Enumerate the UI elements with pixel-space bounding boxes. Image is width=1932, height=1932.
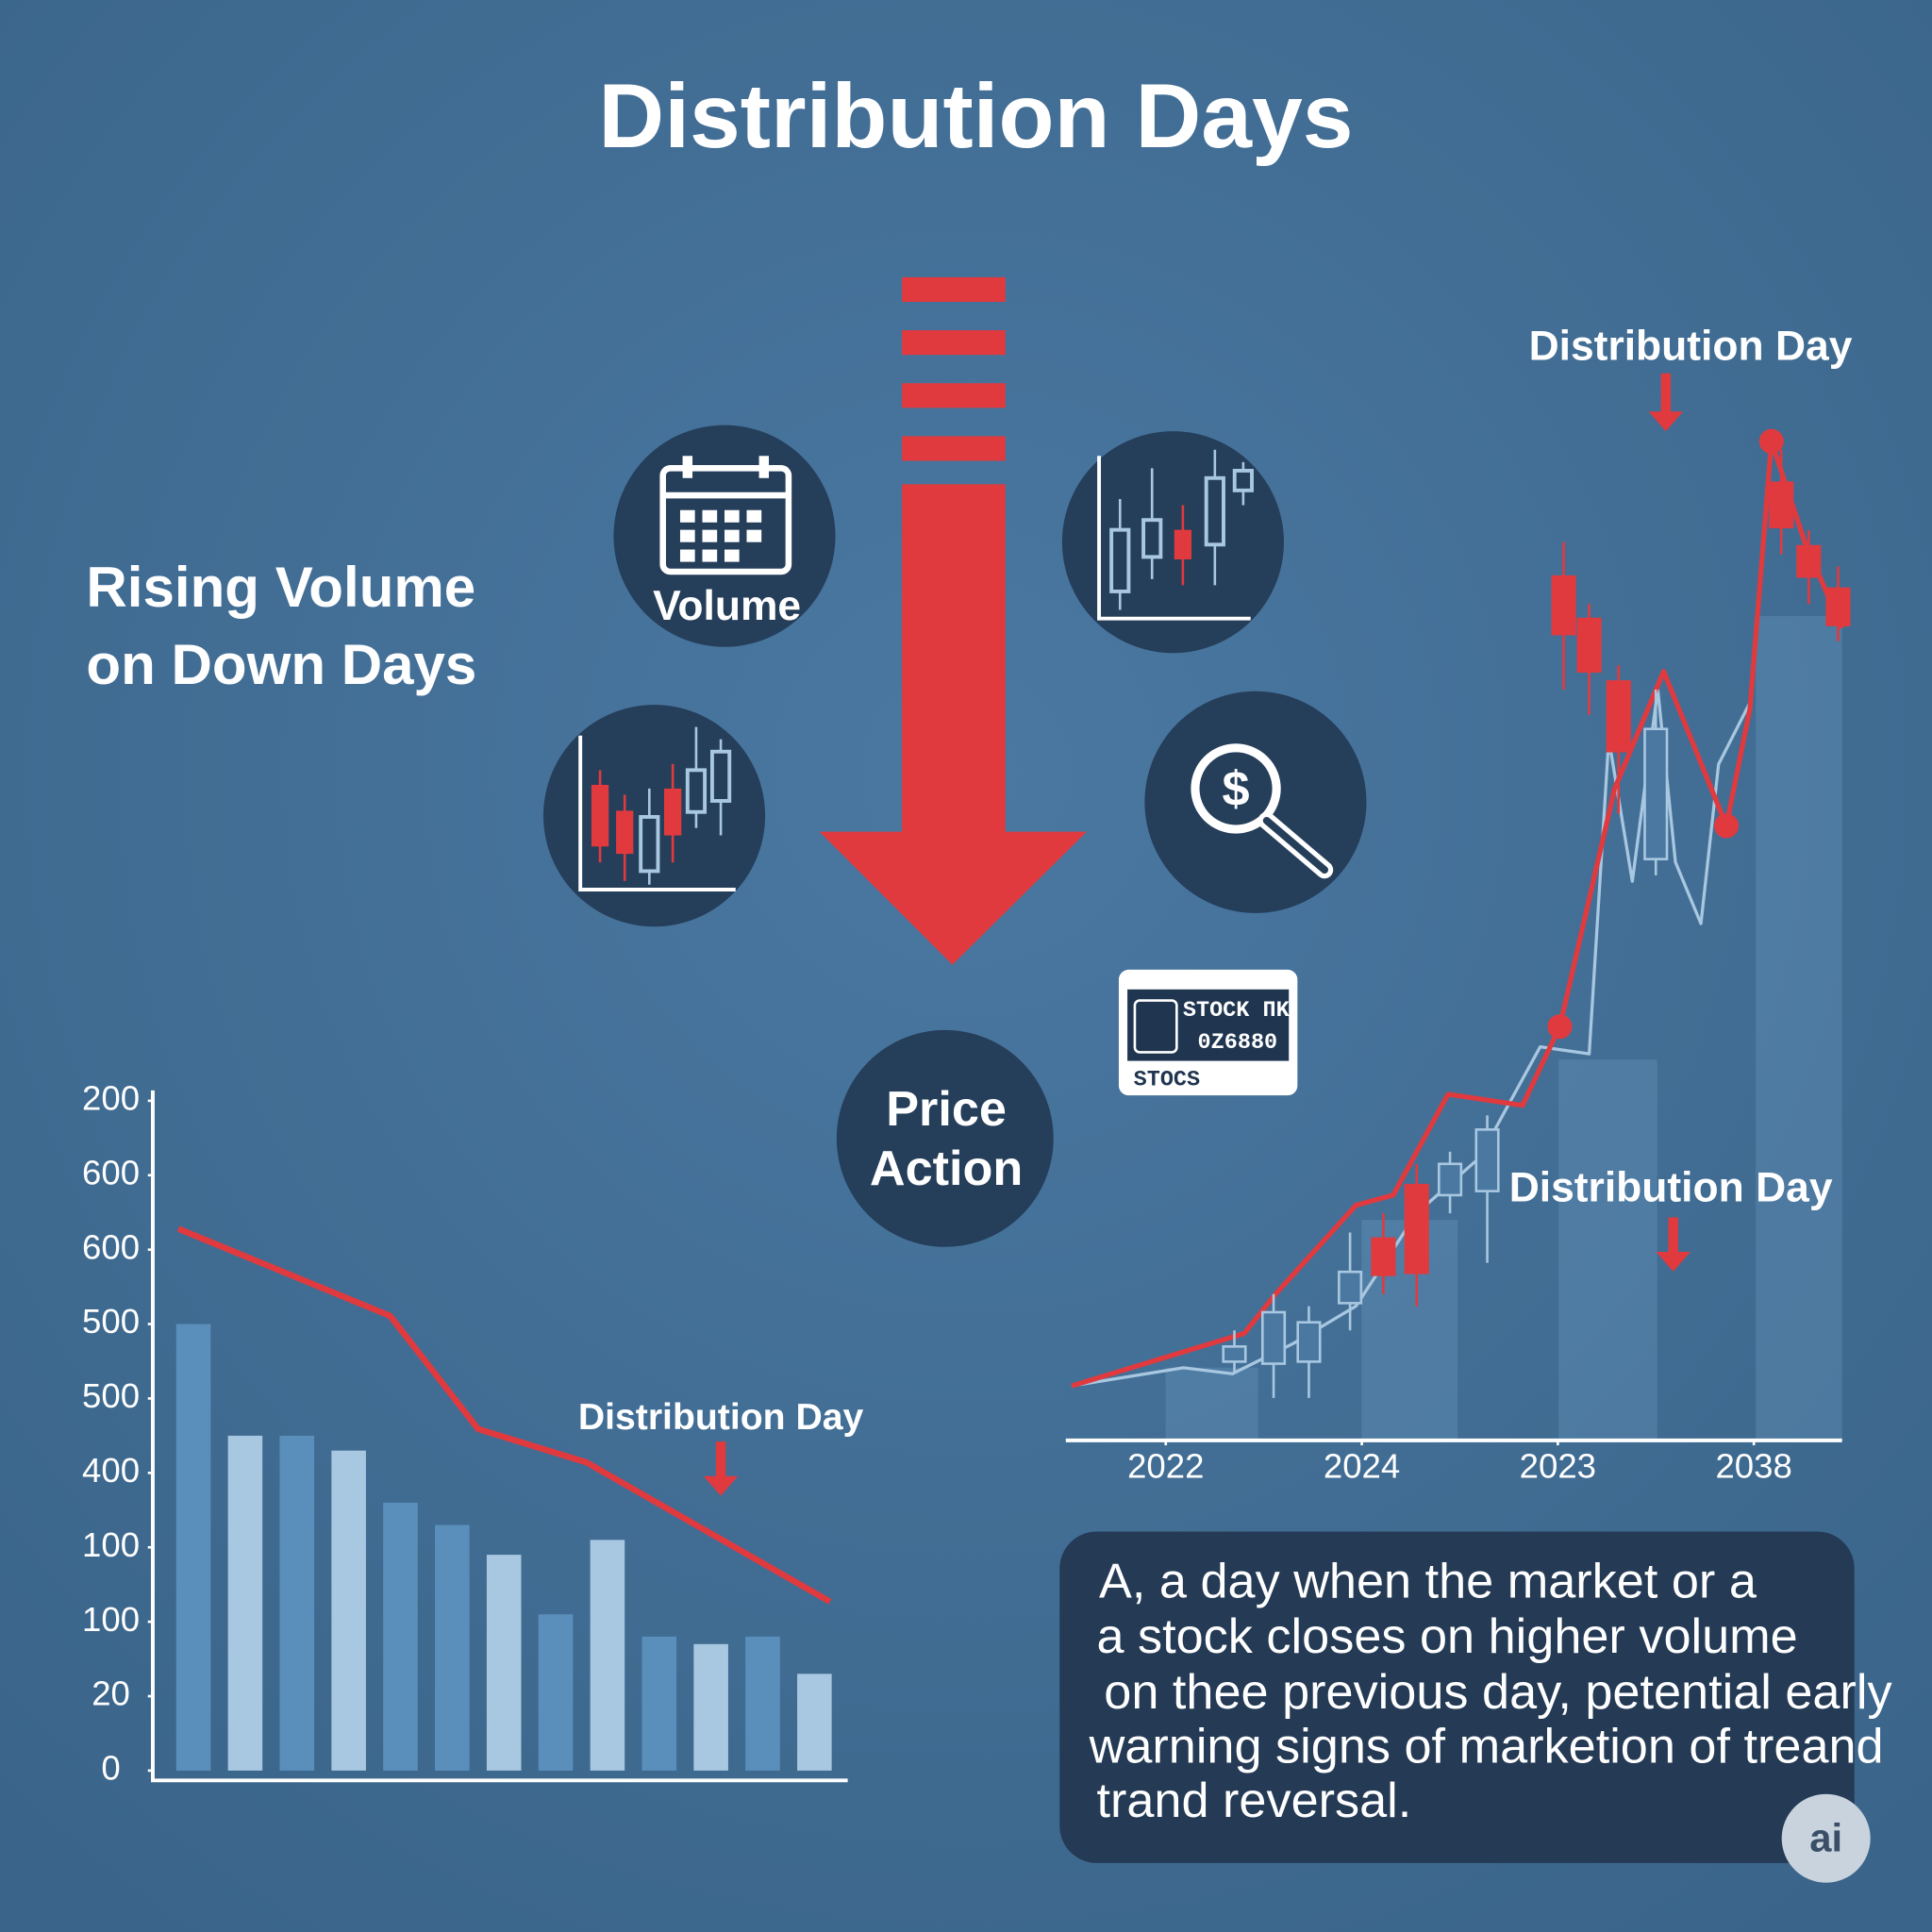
icon-search-dollar: $ [1144,691,1367,913]
bar [641,1636,677,1771]
down-arrow [819,276,1087,965]
candle-body [1796,544,1822,578]
candle-body [1338,1270,1363,1305]
description: trand reversal. [1096,1774,1411,1828]
description: A, a day when the market or a [1099,1554,1757,1608]
badge-text: ai [1809,1815,1842,1859]
annotation-arrow [703,1475,739,1496]
x-tick-label: 2022 [1127,1447,1204,1486]
y-tick-label: 500 [82,1376,140,1415]
candle-body [1260,1310,1287,1365]
point [1713,813,1740,839]
description: a stock closes on higher volume [1096,1609,1797,1664]
description: warning signs of marketion of treand [1089,1719,1884,1774]
bar [383,1502,418,1771]
point [1758,428,1784,454]
candle-body [1576,617,1602,674]
y-tick-label: 600 [82,1227,140,1266]
annotation: Distribution Day [578,1397,864,1438]
candle-body [1551,575,1576,636]
card-text: STOCS [1134,1067,1201,1092]
candle-body [1606,680,1631,753]
bar [693,1643,728,1771]
bar [538,1614,574,1771]
icon-label: Action [870,1141,1024,1196]
y-tick-label: 400 [82,1451,140,1490]
annotation-arrow [1656,1252,1690,1272]
line [176,1225,832,1605]
candle-body [1474,1128,1500,1192]
icon-candles [543,705,766,927]
bar [331,1450,366,1771]
icon-label: Price [886,1082,1007,1137]
y-tick-label: 600 [82,1153,140,1191]
axis [151,1090,848,1783]
bar [175,1324,211,1771]
bar [227,1435,263,1771]
icon-volume [613,425,836,647]
bar [486,1555,522,1771]
icon-candles [1061,431,1284,654]
x-tick-label: 2023 [1520,1447,1596,1486]
annotation: Distribution Day [1529,323,1853,369]
subtitle: Rising Volume [86,556,475,619]
description-box [1059,1531,1855,1863]
point [1547,1014,1573,1040]
candle-body [1371,1237,1396,1276]
volume-columns [1165,616,1842,1441]
candle-body [1222,1345,1247,1363]
bar [435,1524,470,1771]
bar [797,1674,832,1771]
card-text: STOCK ΠK [1183,998,1291,1024]
annotation-arrow [1648,411,1684,432]
bar [279,1435,315,1771]
candle-body [1825,587,1851,626]
candle-body [1404,1183,1429,1274]
title: Distribution Days [598,66,1353,167]
candle-body [1643,727,1669,861]
badge [1781,1793,1871,1883]
x-tick-label: 2038 [1715,1447,1791,1486]
y-tick-label: 0 [101,1749,120,1788]
y-tick-label: 200 [82,1079,140,1118]
y-tick-label: 500 [82,1302,140,1341]
icon-price-action [836,1029,1054,1247]
y-tick-label: 20 [92,1674,130,1713]
y-tick-label: 100 [82,1525,140,1564]
description: on thee previous day, petential early [1104,1665,1892,1720]
ticker-card [1118,969,1298,1096]
x-tick-label: 2024 [1324,1447,1400,1486]
bar [590,1540,625,1771]
card-text: 0Z6880 [1198,1030,1278,1056]
annotation: Distribution Day [1509,1164,1833,1210]
candle-body [1769,481,1794,529]
subtitle: on Down Days [86,633,476,696]
y-tick-label: 100 [82,1600,140,1639]
svg-text:$: $ [1223,762,1250,817]
candle-body [1438,1162,1463,1197]
candle-body [1296,1321,1322,1363]
bar [745,1636,780,1771]
icon-label: Volume [653,583,801,629]
